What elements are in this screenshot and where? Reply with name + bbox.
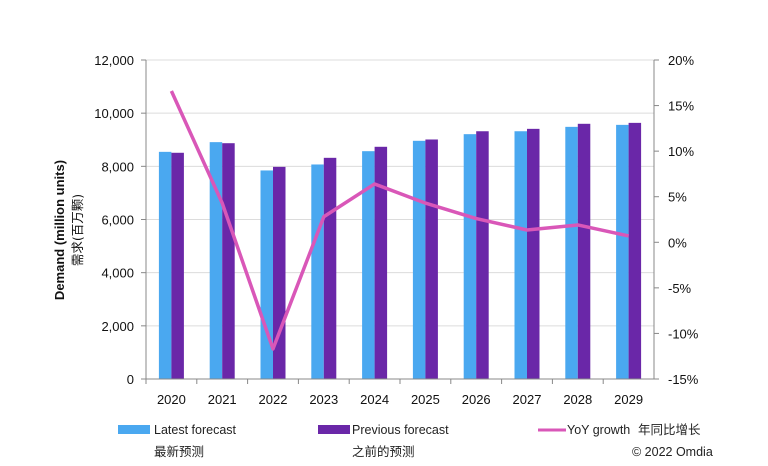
x-tick-label: 2029 [614, 392, 643, 407]
bar-latest-forecast [311, 164, 324, 379]
y-axis-label-cn: 需求(百万颗) [70, 194, 85, 266]
legend-swatch-latest [118, 425, 150, 434]
x-tick-label: 2021 [208, 392, 237, 407]
y2-tick-label: -5% [668, 281, 692, 296]
bar-latest-forecast [158, 151, 172, 379]
legend-label-previous: Previous forecast [352, 423, 449, 437]
bar-latest-forecast [463, 134, 477, 379]
y2-tick-label: -10% [668, 326, 699, 341]
bar-previous-forecast [577, 123, 591, 379]
bar-latest-forecast [362, 151, 375, 379]
legend-swatch-previous [318, 425, 350, 434]
y2-tick-label: 20% [668, 53, 694, 68]
y-axis-title: Demand (million units) 需求(百万颗) [52, 160, 85, 300]
bar-latest-forecast [209, 142, 223, 379]
y-tick-label: 0 [127, 372, 134, 387]
y-tick-label: 4,000 [101, 266, 134, 281]
y2-tick-label: 10% [668, 144, 694, 159]
bar-previous-forecast [628, 122, 642, 380]
y2-tick-label: 0% [668, 235, 687, 250]
bar-previous-forecast [425, 139, 438, 379]
bar-previous-forecast [374, 146, 388, 379]
legend-label-latest-cn: 最新预测 [154, 444, 204, 459]
y-tick-label: 6,000 [101, 213, 134, 228]
legend: Latest forecast 最新预测 Previous forecast 之… [118, 422, 713, 459]
copyright: © 2022 Omdia [632, 445, 713, 459]
bar-latest-forecast [412, 140, 426, 379]
y2-tick-label: 15% [668, 99, 694, 114]
x-tick-label: 2027 [513, 392, 542, 407]
y-tick-label: 2,000 [101, 319, 134, 334]
bar-previous-forecast [171, 152, 184, 379]
bar-previous-forecast [476, 131, 489, 379]
axes: 0 2,000 4,000 6,000 8,000 10,000 12,000 -15% -10… [94, 53, 699, 407]
x-tick-label: 2023 [309, 392, 338, 407]
x-tick-label: 2026 [462, 392, 491, 407]
legend-label-yoy: YoY growth [567, 423, 630, 437]
x-tick-label: 2022 [259, 392, 288, 407]
bar-previous-forecast [222, 143, 235, 379]
y-tick-label: 8,000 [101, 159, 134, 174]
legend-label-previous-cn: 之前的预测 [352, 444, 415, 459]
y2-tick-label: -15% [668, 372, 699, 387]
y2-tick-label: 5% [668, 190, 687, 205]
x-tick-label: 2020 [157, 392, 186, 407]
bar-previous-forecast [323, 157, 337, 379]
yoy-line [169, 90, 629, 351]
y-tick-label: 10,000 [94, 106, 134, 121]
x-tick-label: 2025 [411, 392, 440, 407]
y-tick-label: 12,000 [94, 53, 134, 68]
yoy-growth-line [169, 90, 629, 351]
x-tick-label: 2028 [563, 392, 592, 407]
x-tick-label: 2024 [360, 392, 389, 407]
bar-latest-forecast [565, 126, 578, 379]
bars [158, 122, 642, 380]
y-axis-label: Demand (million units) [52, 160, 67, 300]
legend-label-yoy-cn: 年同比增长 [638, 422, 701, 437]
bar-latest-forecast [514, 131, 527, 379]
bar-previous-forecast [527, 128, 540, 379]
legend-label-latest: Latest forecast [154, 423, 237, 437]
bar-latest-forecast [616, 124, 629, 379]
